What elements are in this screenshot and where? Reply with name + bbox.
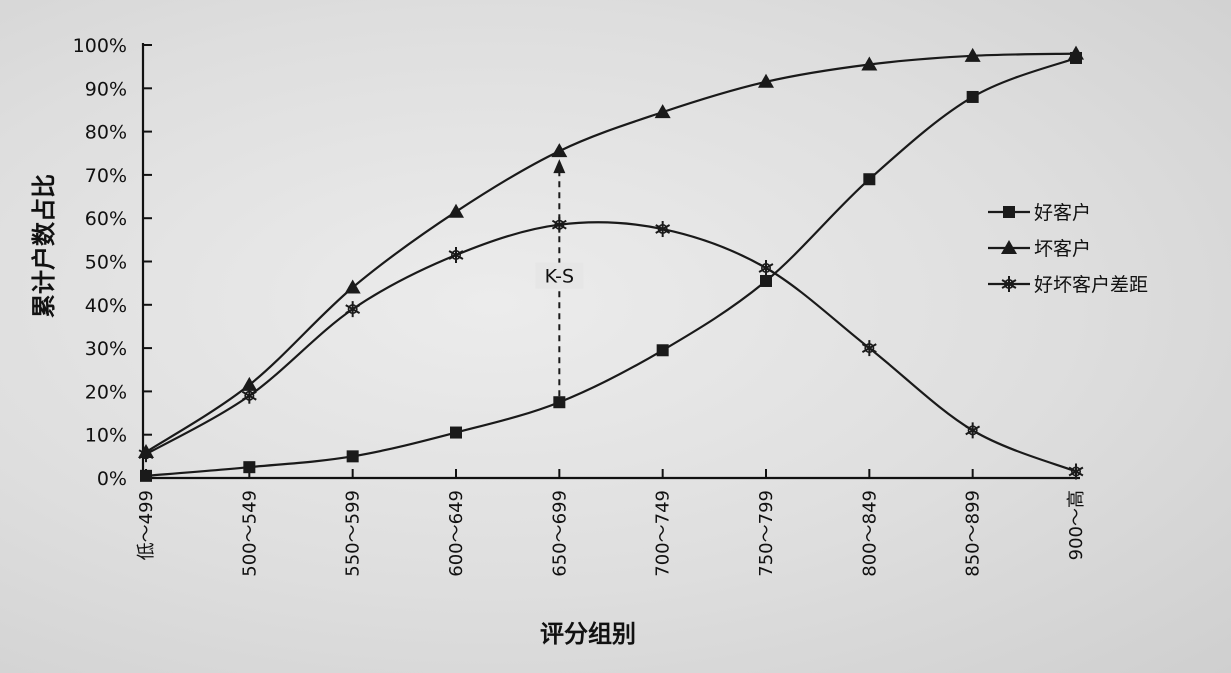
legend-marker-triangle (1001, 240, 1017, 254)
series-line (145, 56, 1077, 477)
x-tick-label: 500～549 (239, 490, 260, 577)
square-point (966, 90, 979, 103)
x-tick-label: 700～749 (653, 490, 674, 577)
x-tick-label: 600～649 (446, 490, 467, 577)
asterisk-point (345, 301, 361, 318)
triangle-point (964, 47, 981, 62)
square-point (346, 450, 359, 463)
annotation-layer: K-S (535, 159, 584, 397)
asterisk-point (138, 446, 154, 463)
y-tick-label: 0% (97, 468, 127, 490)
series-line (145, 52, 1077, 453)
y-tick-label: 30% (85, 338, 127, 360)
square-point (656, 344, 669, 357)
x-tick-label: 650～699 (549, 490, 570, 577)
x-tick-label: 550～599 (343, 490, 364, 577)
y-tick-label: 60% (85, 208, 127, 230)
triangle-point (448, 203, 464, 218)
ks-label: K-S (545, 266, 574, 288)
triangle-point (241, 376, 258, 391)
axes (141, 43, 1080, 480)
y-tick-label: 100% (73, 35, 127, 57)
legend-label: 坏客户 (1034, 238, 1091, 260)
y-tick-label: 50% (85, 252, 127, 274)
legend-marker-square (1003, 206, 1015, 218)
y-tick-label: 90% (85, 78, 127, 100)
ks-arrowhead (553, 159, 566, 174)
x-tick-label: 低～499 (136, 490, 157, 560)
series-layer (138, 45, 1084, 482)
asterisk-point (758, 259, 774, 276)
y-tick-label: 80% (85, 122, 127, 144)
triangle-point (758, 73, 774, 88)
series-square (140, 51, 1082, 482)
x-tick-label: 850～899 (963, 490, 984, 577)
square-point (863, 173, 876, 186)
y-tick-label: 40% (85, 295, 127, 317)
x-axis-title: 评分组别 (540, 620, 636, 648)
ks-label-bg (535, 262, 584, 289)
y-tick-label: 20% (85, 381, 127, 403)
triangle-point (861, 56, 878, 71)
x-tick-label: 800～849 (859, 490, 880, 577)
x-tick-label: 900～高 (1066, 490, 1087, 560)
asterisk-point (655, 221, 671, 238)
square-point (243, 461, 256, 474)
triangle-point (551, 143, 568, 158)
series-line (145, 221, 1077, 473)
triangle-point (654, 104, 671, 119)
triangle-point (344, 279, 361, 294)
series-asterisk (138, 216, 1084, 480)
legend-marker-asterisk (1001, 276, 1017, 292)
series-triangle (138, 45, 1084, 459)
y-tick-label: 70% (85, 165, 127, 187)
x-axis-ticks: 低～499 500～549 550～599 600～649 650～699 700～749… (136, 469, 1087, 577)
asterisk-point (448, 247, 464, 264)
asterisk-point (965, 422, 981, 439)
legend-item: 坏客户 (988, 238, 1091, 260)
square-point (140, 469, 152, 482)
square-point (760, 274, 772, 287)
legend-label: 好坏客户差距 (1034, 274, 1148, 296)
legend-item: 好客户 (988, 202, 1091, 224)
asterisk-point (1068, 463, 1084, 480)
triangle-point (1068, 45, 1084, 60)
square-point (450, 426, 462, 439)
x-tick-label: 750～799 (756, 490, 777, 577)
y-axis-title: 累计户数占比 (30, 174, 58, 318)
y-axis-ticks: 0% 10% 20% 30% 40% 50% 60% 70% 80% 90% 100% (73, 35, 152, 490)
asterisk-point (861, 340, 877, 357)
legend-label: 好客户 (1034, 202, 1091, 224)
legend-item: 好坏客户差距 (988, 274, 1148, 296)
square-point (553, 396, 566, 409)
asterisk-point (241, 387, 257, 404)
y-tick-label: 10% (85, 425, 127, 447)
